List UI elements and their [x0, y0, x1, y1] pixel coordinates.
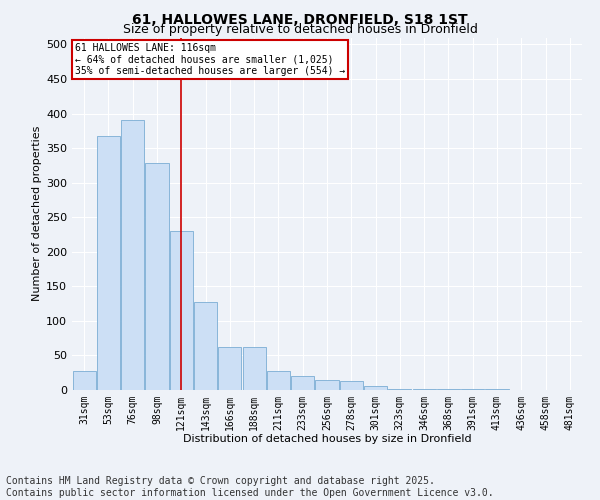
Bar — [97, 136, 120, 390]
Bar — [388, 388, 412, 390]
Bar — [121, 120, 144, 390]
Bar — [218, 347, 241, 390]
Bar — [194, 302, 217, 390]
Bar — [413, 388, 436, 390]
Y-axis label: Number of detached properties: Number of detached properties — [32, 126, 42, 302]
Bar — [291, 376, 314, 390]
Bar — [73, 370, 95, 390]
Text: Size of property relative to detached houses in Dronfield: Size of property relative to detached ho… — [122, 22, 478, 36]
X-axis label: Distribution of detached houses by size in Dronfield: Distribution of detached houses by size … — [182, 434, 472, 444]
Bar — [242, 347, 266, 390]
Bar — [364, 386, 387, 390]
Bar — [267, 370, 290, 390]
Bar — [145, 164, 169, 390]
Text: 61, HALLOWES LANE, DRONFIELD, S18 1ST: 61, HALLOWES LANE, DRONFIELD, S18 1ST — [132, 12, 468, 26]
Text: Contains HM Land Registry data © Crown copyright and database right 2025.
Contai: Contains HM Land Registry data © Crown c… — [6, 476, 494, 498]
Bar — [316, 380, 338, 390]
Bar — [340, 381, 363, 390]
Bar — [170, 231, 193, 390]
Text: 61 HALLOWES LANE: 116sqm
← 64% of detached houses are smaller (1,025)
35% of sem: 61 HALLOWES LANE: 116sqm ← 64% of detach… — [74, 43, 345, 76]
